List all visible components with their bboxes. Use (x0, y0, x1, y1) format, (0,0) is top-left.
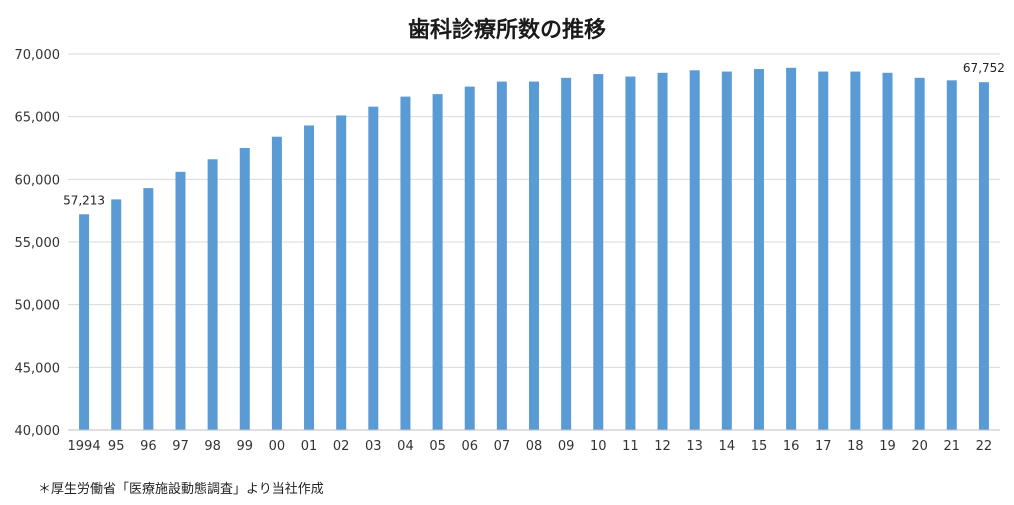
bars (79, 67, 989, 431)
x-tick-label: 14 (719, 439, 736, 454)
bar (818, 71, 829, 431)
y-tick-label: 50,000 (15, 299, 61, 314)
x-tick-label: 22 (976, 439, 993, 454)
bar (79, 214, 90, 430)
y-tick-label: 60,000 (15, 173, 61, 188)
labels: 40,000 45,000 50,000 55,000 60,000 65,000 70,0… (15, 48, 1005, 454)
bar (786, 67, 797, 430)
x-tick-label: 08 (526, 439, 543, 454)
bar (496, 81, 507, 430)
bar (143, 188, 154, 430)
x-tick-label: 06 (461, 439, 478, 454)
x-tick-label: 17 (815, 439, 832, 454)
y-tick-label: 45,000 (15, 361, 61, 376)
bar (239, 148, 250, 430)
x-tick-label: 05 (429, 439, 446, 454)
x-tick-label: 1994 (68, 439, 101, 454)
bar (111, 199, 122, 430)
bar (753, 69, 764, 430)
bar (368, 106, 379, 430)
x-tick-label: 07 (494, 439, 511, 454)
x-tick-label: 10 (590, 439, 607, 454)
x-tick-label: 13 (686, 439, 703, 454)
bar (946, 80, 957, 430)
x-tick-label: 98 (204, 439, 221, 454)
x-tick-label: 11 (622, 439, 639, 454)
x-tick-label: 95 (108, 439, 125, 454)
y-tick-label: 70,000 (15, 48, 61, 63)
x-tick-label: 03 (365, 439, 382, 454)
bar (271, 136, 282, 430)
x-tick-label: 16 (783, 439, 800, 454)
y-tick-label: 40,000 (15, 424, 61, 439)
bar (400, 96, 411, 430)
x-tick-label: 96 (140, 439, 157, 454)
x-tick-label: 04 (397, 439, 414, 454)
bar (529, 81, 539, 430)
bar (207, 159, 218, 430)
bar (978, 82, 989, 431)
x-tick-label: 99 (236, 439, 253, 454)
chart-title: 歯科診療所数の推移 (407, 18, 606, 43)
y-tick-label: 65,000 (15, 111, 61, 126)
x-tick-label: 19 (879, 439, 896, 454)
x-tick-label: 97 (172, 439, 189, 454)
bar (432, 94, 443, 431)
data-label: 57,213 (63, 193, 105, 207)
data-label: 67,752 (963, 61, 1005, 75)
bar (914, 77, 925, 431)
bar (625, 76, 636, 430)
x-tick-label: 15 (751, 439, 768, 454)
x-tick-label: 02 (333, 439, 350, 454)
x-tick-label: 12 (654, 439, 671, 454)
source-footnote: ＊厚生労働省「医療施設動態調査」より当社作成 (38, 482, 324, 497)
y-tick-label: 55,000 (15, 236, 61, 251)
bar (689, 70, 700, 430)
x-tick-label: 21 (944, 439, 961, 454)
bar (336, 115, 347, 430)
x-tick-label: 18 (847, 439, 864, 454)
bar (464, 86, 475, 430)
bar (304, 125, 315, 430)
bar (593, 74, 604, 430)
bar (721, 71, 732, 431)
bar (850, 71, 861, 431)
bar (657, 72, 668, 431)
bar (561, 77, 572, 431)
bar (882, 72, 893, 431)
x-tick-label: 09 (558, 439, 575, 454)
x-tick-label: 00 (269, 439, 286, 454)
x-tick-label: 01 (301, 439, 318, 454)
x-tick-label: 20 (911, 439, 928, 454)
bar (175, 171, 186, 430)
